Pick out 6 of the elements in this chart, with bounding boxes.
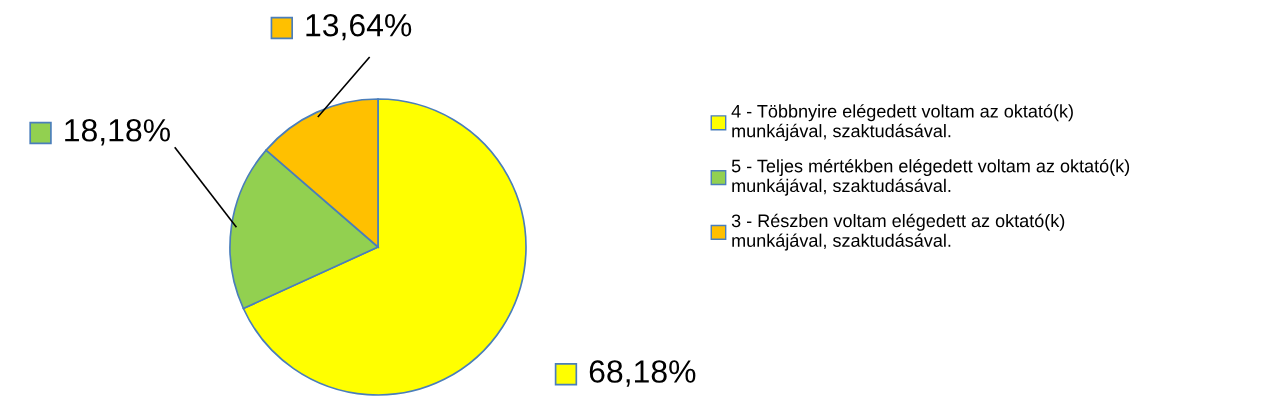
legend-label: 3 - Részben voltam elégedett az oktató(k) munkájával, szaktudásával. (731, 213, 1065, 251)
data-label: 13,64% (306, 13, 412, 41)
legend-label: 5 - Teljes mértékben elégedett voltam az oktató(k) munkájával, szaktudásával. (731, 158, 1130, 196)
data-label: 18,18% (65, 118, 170, 146)
data-label: 68,18% (589, 360, 696, 387)
legend-label: 4 - Többnyire elégedett voltam az oktató(k) munkájával, szaktudásával. (731, 104, 1073, 141)
